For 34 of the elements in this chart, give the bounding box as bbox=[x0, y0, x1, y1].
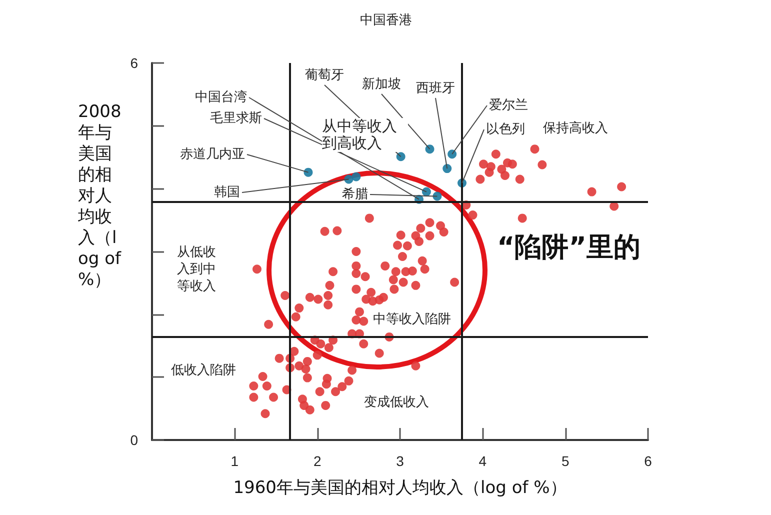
x-tick-label: 2 bbox=[313, 453, 322, 469]
annotation: 中国台湾 bbox=[195, 89, 247, 106]
x-tick-label: 5 bbox=[561, 453, 570, 469]
annotation: 新加坡 bbox=[362, 76, 401, 93]
text: 中国香港 bbox=[360, 12, 412, 29]
x-tick-label: 4 bbox=[478, 453, 487, 469]
annotation: “陷阱”里的 bbox=[497, 232, 640, 264]
annotation: 韩国 bbox=[214, 184, 240, 201]
point bbox=[448, 150, 457, 159]
point bbox=[396, 152, 406, 162]
x-tick-label: 3 bbox=[396, 453, 404, 469]
x-axis-title: 1960年与美国的相对人均收入（log of %） bbox=[232, 477, 568, 499]
annotation: 中等收入陷阱 bbox=[373, 311, 451, 328]
annotation: 葡萄牙 bbox=[305, 67, 344, 84]
point bbox=[442, 164, 452, 174]
annotation: 低收入陷阱 bbox=[171, 362, 236, 379]
annotation: 西班牙 bbox=[416, 80, 455, 97]
point bbox=[425, 144, 434, 154]
annotation: 毛里求斯 bbox=[210, 110, 262, 127]
y-tick-label: 0 bbox=[130, 432, 138, 448]
annotation: 从中等收入到高收入 bbox=[322, 117, 408, 152]
annotation: 保持高收入 bbox=[543, 120, 608, 137]
point bbox=[432, 192, 442, 201]
annotation: 希腊 bbox=[342, 186, 368, 203]
x-tick-label: 1 bbox=[230, 453, 239, 469]
annotation: 从低收入到中等收入 bbox=[177, 244, 217, 295]
point bbox=[304, 168, 313, 177]
annotation: 变成低收入 bbox=[364, 394, 429, 411]
x-tick-label: 6 bbox=[644, 453, 652, 469]
text: 2008年与美国的相对人均收入（log of %） bbox=[78, 102, 122, 290]
annotation: 以色列 bbox=[486, 121, 525, 138]
point bbox=[352, 172, 361, 182]
annotation: 赤道几内亚 bbox=[180, 146, 245, 163]
annotation: 爱尔兰 bbox=[489, 97, 528, 114]
